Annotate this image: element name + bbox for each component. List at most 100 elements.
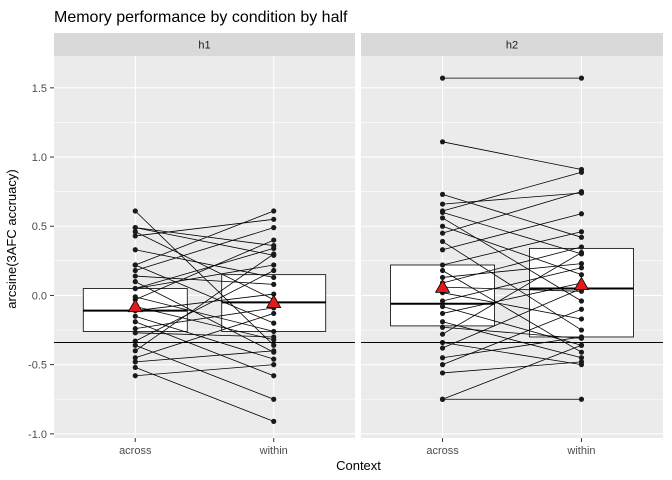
pair-line <box>442 212 582 255</box>
pair-line <box>135 364 274 377</box>
data-point <box>271 281 277 287</box>
y-tick-label: 1.5 <box>32 83 47 95</box>
data-point <box>578 316 585 322</box>
pair-line <box>442 194 582 238</box>
data-point <box>578 249 585 256</box>
pair-line <box>135 249 274 278</box>
data-point <box>271 245 277 251</box>
pair-line <box>135 210 274 266</box>
data-point <box>271 291 277 297</box>
data-point <box>439 303 446 310</box>
pair-line <box>442 286 582 292</box>
data-point <box>439 191 446 198</box>
pair-line <box>442 171 582 212</box>
pair-line <box>135 231 274 300</box>
pair-line <box>442 192 582 205</box>
data-point <box>439 262 446 268</box>
data-point <box>271 348 277 354</box>
pair-line <box>442 282 582 314</box>
data-point <box>439 310 446 317</box>
data-point <box>132 326 138 332</box>
data-point <box>439 370 446 376</box>
pair-line <box>442 231 582 266</box>
data-point <box>132 208 138 214</box>
pair-line <box>135 239 274 300</box>
data-point <box>578 359 585 365</box>
data-point <box>578 298 585 304</box>
data-point <box>271 237 277 243</box>
data-point <box>439 267 446 274</box>
pair-line <box>442 288 582 349</box>
pair-line <box>135 296 274 332</box>
data-point <box>271 251 277 257</box>
facet-strip <box>361 33 663 56</box>
data-point <box>132 233 138 239</box>
data-point <box>271 373 277 379</box>
data-point <box>439 345 446 351</box>
x-axis-title: Context <box>336 458 381 473</box>
pair-line <box>442 321 582 359</box>
pair-line <box>135 247 274 289</box>
pair-line <box>442 361 582 374</box>
pair-line <box>135 270 274 342</box>
pair-line <box>135 350 274 363</box>
data-point <box>271 342 277 348</box>
data-point <box>439 223 446 229</box>
data-point <box>271 356 277 362</box>
pair-line <box>135 315 274 360</box>
data-point <box>132 229 138 235</box>
data-point <box>578 396 585 402</box>
data-point <box>578 349 585 355</box>
data-point <box>132 247 138 253</box>
pair-line <box>135 313 274 359</box>
data-point <box>132 348 138 354</box>
y-tick-label: 0.0 <box>32 290 47 302</box>
pair-line <box>135 344 274 400</box>
pair-line <box>135 275 274 285</box>
data-point <box>132 359 138 365</box>
data-point <box>132 313 138 319</box>
data-point <box>578 342 585 348</box>
data-point <box>578 261 585 267</box>
data-point <box>578 229 585 235</box>
x-tick-label: across <box>426 445 459 457</box>
data-point <box>439 215 446 221</box>
pair-line <box>135 218 274 237</box>
pair-line <box>442 191 582 234</box>
data-point <box>439 75 446 81</box>
data-point <box>271 396 277 402</box>
mean-marker-within <box>573 276 590 291</box>
facet-strip <box>54 33 355 56</box>
pair-line <box>442 336 582 359</box>
x-tick-label: within <box>259 445 288 457</box>
data-point <box>132 279 138 285</box>
y-tick-label: -0.5 <box>28 360 47 372</box>
pair-line <box>442 246 582 284</box>
data-point <box>132 330 138 336</box>
data-point <box>271 274 277 281</box>
pair-line <box>135 227 274 256</box>
y-axis: -1.0 -0.5 0.0 0.5 1.0 1.5 <box>28 83 54 441</box>
data-point <box>578 334 585 340</box>
pair-line <box>135 306 274 341</box>
pair-line <box>442 252 582 335</box>
mean-marker-within <box>266 294 282 309</box>
data-point <box>578 265 585 271</box>
pair-line <box>135 332 274 338</box>
data-point <box>271 328 277 335</box>
pair-line <box>442 213 582 251</box>
pair-line <box>442 267 582 302</box>
data-point <box>578 327 585 333</box>
data-point <box>132 285 138 292</box>
data-point <box>578 75 585 81</box>
data-point <box>578 355 585 361</box>
data-point <box>271 216 277 222</box>
pair-line <box>442 241 582 331</box>
pair-line <box>135 307 274 330</box>
data-point <box>132 364 138 371</box>
pair-line <box>135 264 274 324</box>
x-axis: across within across within <box>119 438 596 457</box>
data-point <box>271 267 277 274</box>
data-point <box>439 319 446 325</box>
data-point <box>439 355 446 361</box>
